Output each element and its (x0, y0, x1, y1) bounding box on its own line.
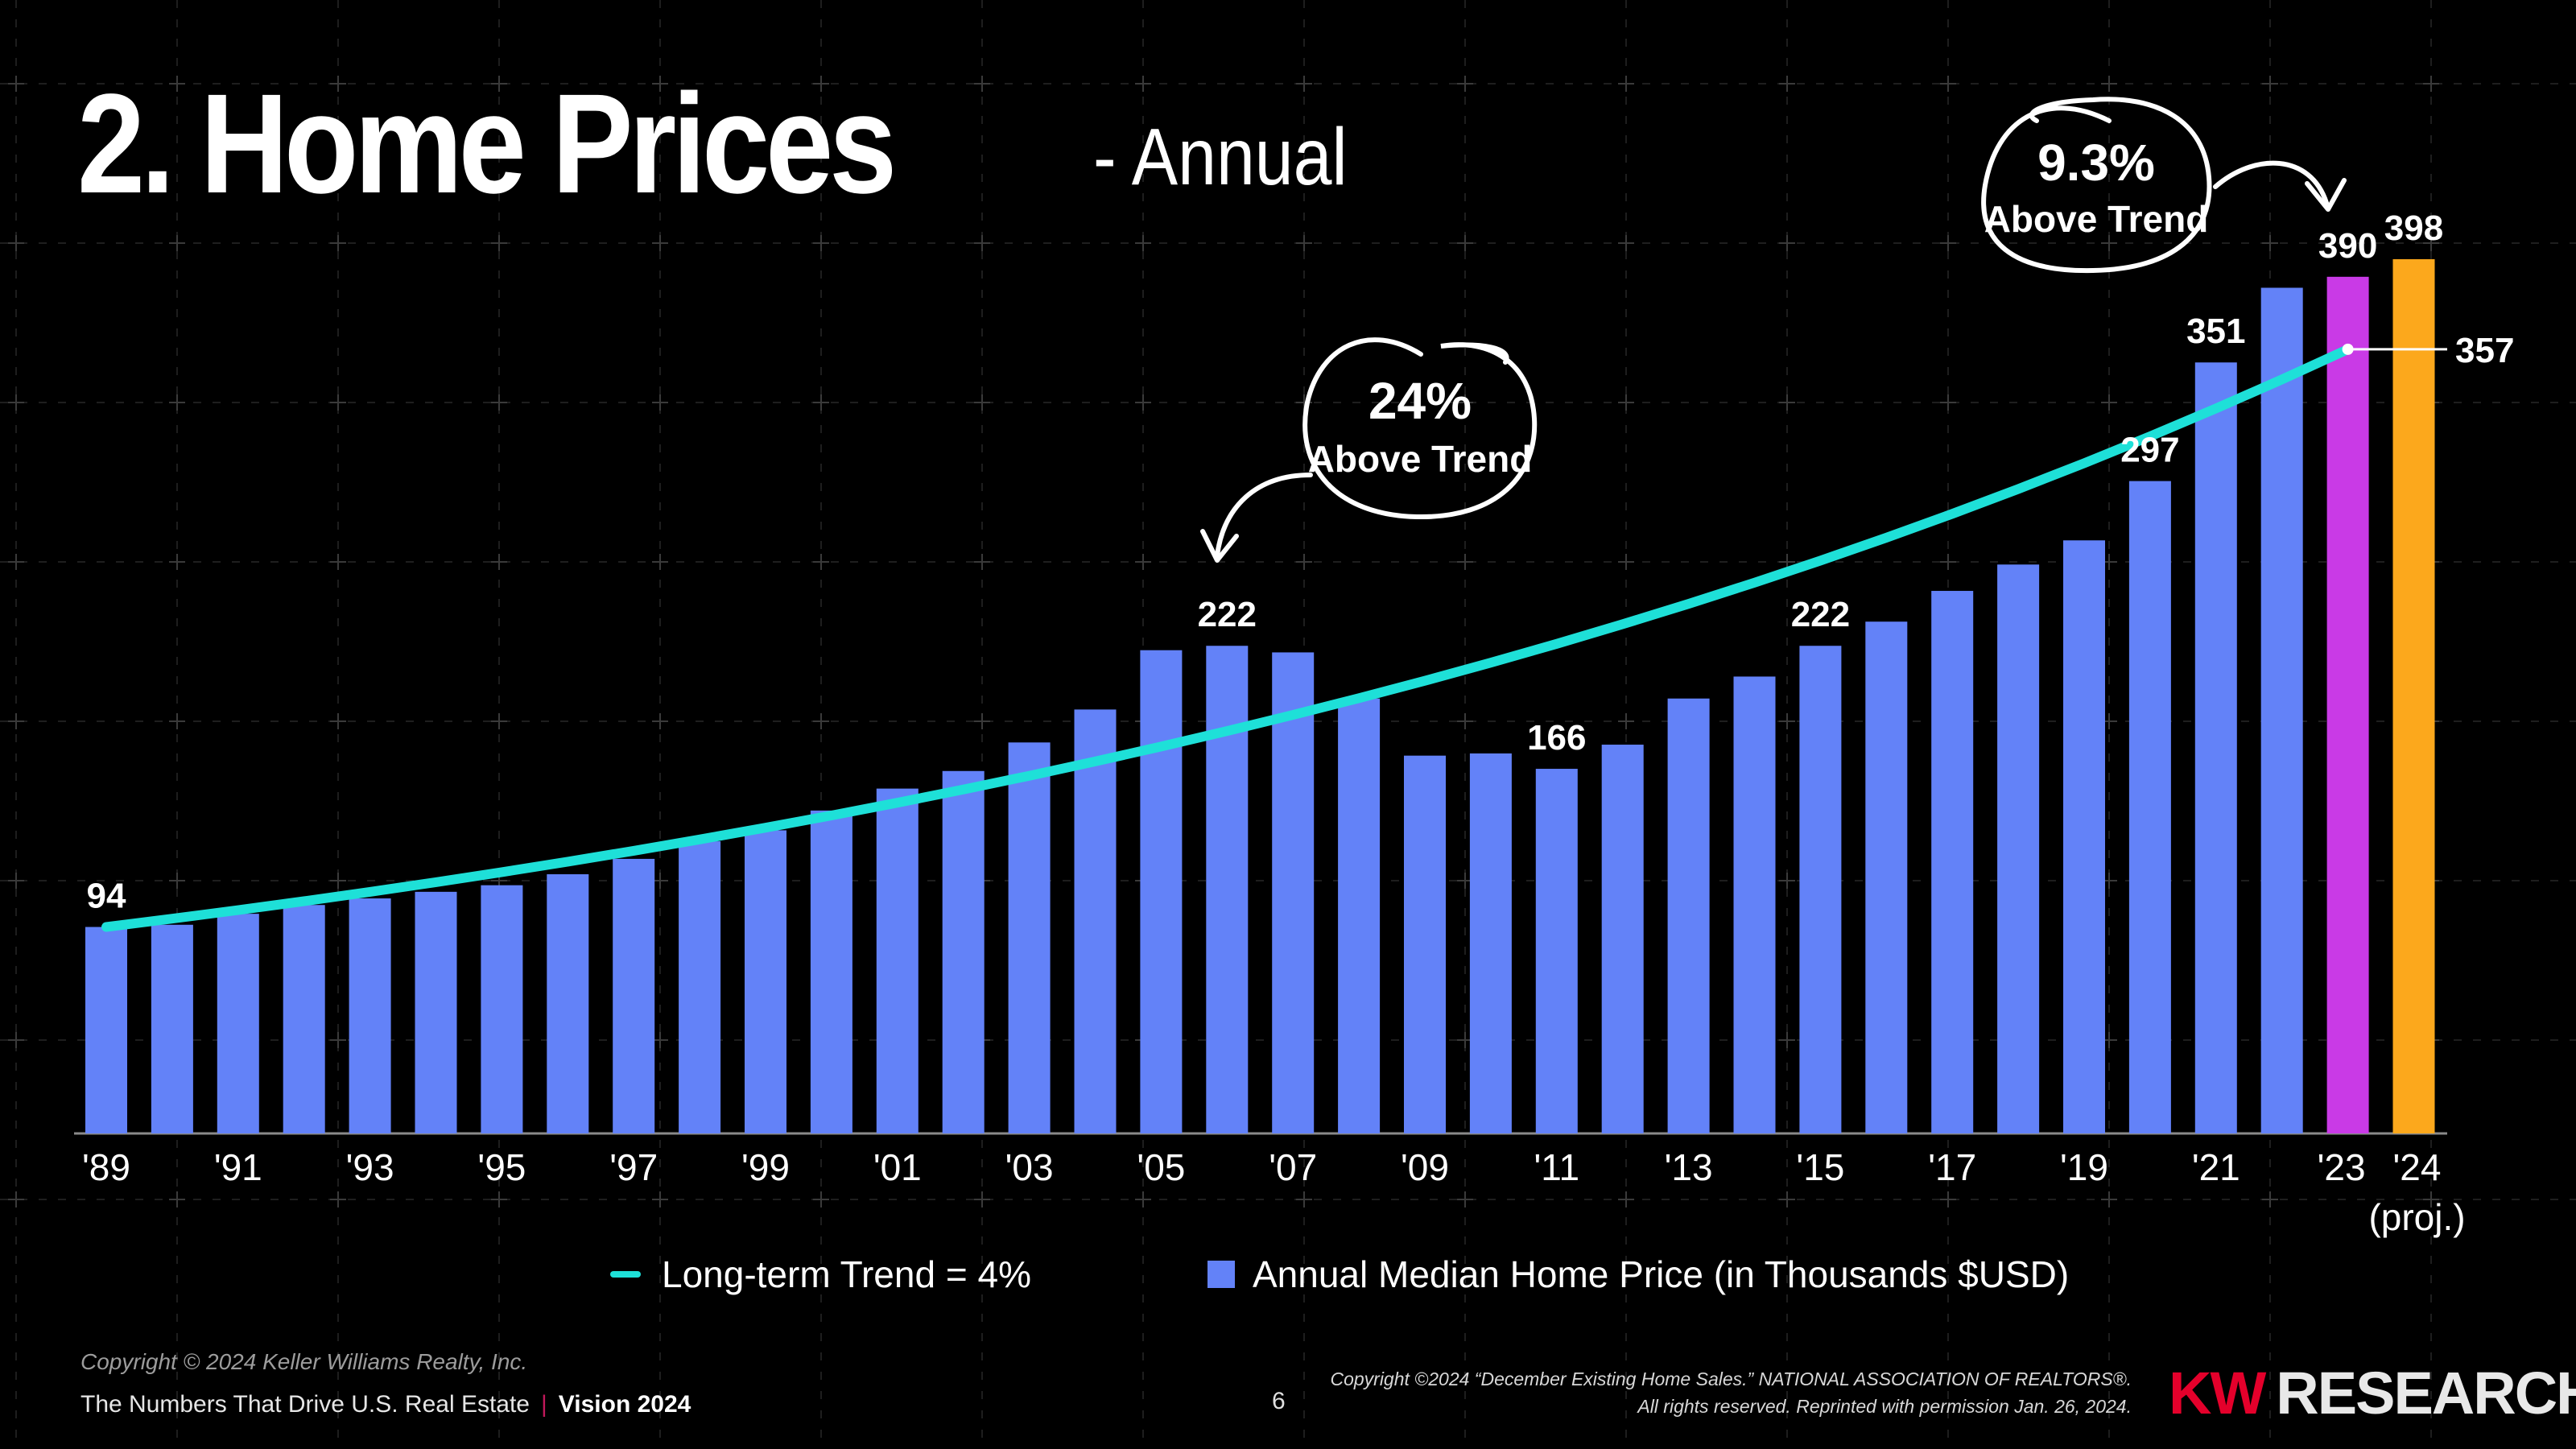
tick-label-2024: '24 (2393, 1146, 2442, 1188)
bar-2001 (876, 788, 919, 1133)
bar-2011 (1535, 769, 1578, 1133)
callout-1-arrowhead (1200, 529, 1239, 563)
callout-1-text: Above Trend (1308, 438, 1533, 480)
legend-item-trend: Long-term Trend = 4% (610, 1253, 1031, 1296)
page-subtitle: - Annual (1093, 112, 1348, 202)
bar-2005 (1140, 650, 1183, 1133)
tick-label-proj: (proj.) (2368, 1196, 2465, 1238)
callout-bubble-2 (1981, 97, 2212, 274)
copyright-text: Copyright © 2024 Keller Williams Realty,… (80, 1349, 528, 1374)
tick-label-2021: '21 (2192, 1146, 2240, 1188)
data-label-2024: 398 (2384, 208, 2443, 248)
bar-2002 (942, 770, 985, 1133)
bar-2016 (1865, 621, 1908, 1133)
legend-trend-label: Long-term Trend = 4% (662, 1253, 1031, 1295)
data-label-2015: 222 (1791, 595, 1850, 634)
callout-2-arrowhead (2305, 178, 2347, 212)
bar-1992 (283, 905, 325, 1133)
tick-label-1991: '91 (214, 1146, 262, 1188)
bar-1996 (547, 874, 589, 1133)
callout-1-percent: 24% (1368, 372, 1472, 430)
callout-bubble-1 (1302, 337, 1538, 520)
data-label-2021: 351 (2186, 312, 2245, 351)
page-title: 2. Home Prices (77, 65, 897, 223)
tick-label-1993: '93 (346, 1146, 394, 1188)
title-block: 2. Home Prices - Annual (77, 63, 1348, 225)
bar-1999 (745, 830, 786, 1133)
bar-1998 (679, 841, 721, 1133)
logo-kw: KW (2169, 1360, 2266, 1426)
source-line-2: All rights reserved. Reprinted with perm… (1637, 1396, 2132, 1417)
tick-label-2019: '19 (2060, 1146, 2108, 1188)
bar-1990 (151, 924, 193, 1133)
source-citation: Copyright ©2024 “December Existing Home … (1330, 1365, 2132, 1420)
footer-separator: | (541, 1391, 547, 1418)
tick-label-2013: '13 (1665, 1146, 1713, 1188)
bar-2015 (1799, 646, 1842, 1133)
trend-end-label: 357 (2455, 331, 2514, 370)
tick-label-2009: '09 (1401, 1146, 1449, 1188)
bar-2024 (2392, 259, 2435, 1133)
bar-swatch-icon (1208, 1261, 1235, 1288)
data-label-2023: 390 (2318, 226, 2377, 266)
page-number: 6 (1272, 1388, 1286, 1414)
tagline: The Numbers That Drive U.S. Real Estate (80, 1391, 530, 1418)
callout-2-arrow (2213, 160, 2329, 205)
bar-2003 (1008, 742, 1051, 1133)
tick-label-1995: '95 (477, 1146, 526, 1188)
bar-2000 (810, 810, 852, 1133)
bar-2021 (2194, 362, 2237, 1134)
bar-1994 (415, 891, 457, 1133)
tick-label-2003: '03 (1005, 1146, 1054, 1188)
bar-2013 (1667, 698, 1710, 1133)
legend-bars-label: Annual Median Home Price (in Thousands $… (1253, 1253, 2070, 1295)
tick-label-1989: '89 (82, 1146, 130, 1188)
callout-2-text: Above Trend (1984, 198, 2209, 240)
tick-label-2007: '07 (1269, 1146, 1317, 1188)
tick-label-2005: '05 (1137, 1146, 1185, 1188)
trend-line-swatch-icon (610, 1271, 641, 1278)
callout-1-arrow (1215, 473, 1313, 558)
data-label-2006: 222 (1198, 595, 1257, 634)
bar-2007 (1272, 652, 1315, 1133)
tick-label-2023: '23 (2318, 1146, 2366, 1188)
bar-1989 (85, 927, 127, 1133)
bar-2014 (1733, 676, 1776, 1133)
vision-label: Vision 2024 (558, 1391, 691, 1418)
bar-1997 (613, 858, 655, 1133)
data-label-2011: 166 (1527, 718, 1586, 758)
legend-item-bars: Annual Median Home Price (in Thousands $… (1208, 1253, 2069, 1296)
bar-1991 (217, 914, 259, 1133)
logo-research: RESEARCH (2276, 1360, 2576, 1426)
data-label-1989: 94 (87, 877, 126, 916)
tick-label-1997: '97 (609, 1146, 658, 1188)
bar-1993 (349, 898, 391, 1133)
bar-2012 (1601, 745, 1644, 1133)
tick-label-2017: '17 (1928, 1146, 1976, 1188)
data-label-2020: 297 (2120, 431, 2179, 470)
bar-2006 (1206, 646, 1249, 1133)
bar-2009 (1404, 755, 1446, 1133)
kw-research-logo: KW RESEARCH (2169, 1359, 2576, 1427)
bar-2017 (1931, 591, 1974, 1133)
bar-2004 (1074, 709, 1117, 1133)
chart-legend: Long-term Trend = 4% Annual Median Home … (0, 1253, 2576, 1301)
tick-label-2001: '01 (873, 1146, 922, 1188)
tick-label-1999: '99 (741, 1146, 790, 1188)
trend-line (101, 344, 2353, 932)
source-line-1: Copyright ©2024 “December Existing Home … (1330, 1368, 2132, 1389)
bar-2008 (1338, 698, 1381, 1133)
bar-2020 (2128, 481, 2171, 1133)
tick-label-2015: '15 (1796, 1146, 1844, 1188)
footer-left: Copyright © 2024 Keller Williams Realty,… (80, 1349, 691, 1418)
bar-2023 (2326, 276, 2369, 1134)
callout-2-percent: 9.3% (2037, 134, 2155, 192)
bar-2022 (2260, 287, 2303, 1133)
bar-1995 (481, 885, 523, 1133)
bar-2010 (1469, 753, 1512, 1133)
bar-2019 (2063, 540, 2105, 1133)
tick-label-2011: '11 (1534, 1146, 1580, 1188)
bar-2018 (1997, 564, 2040, 1133)
